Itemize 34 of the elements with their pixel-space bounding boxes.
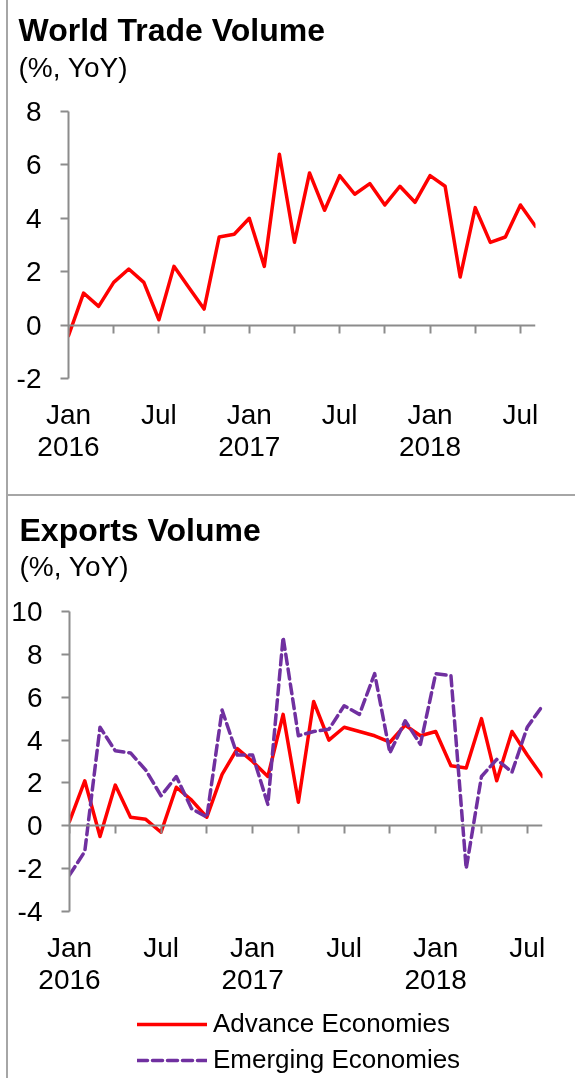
x-tick-label: Jul xyxy=(326,931,363,963)
y-tick-label: 6 xyxy=(26,681,43,713)
x-tick-label: Jul xyxy=(140,398,177,430)
x-tick-label: Jan 2016 xyxy=(37,398,100,463)
y-tick-label: 0 xyxy=(25,309,42,341)
chart-title: World Trade Volume xyxy=(18,12,325,48)
legend-label: Emerging Economies xyxy=(213,1044,461,1075)
legend-label: Advance Economies xyxy=(213,1008,451,1039)
y-tick-label: 8 xyxy=(26,638,43,670)
x-tick-label: Jan 2017 xyxy=(221,931,284,996)
chart-subtitle: (%, YoY) xyxy=(19,551,129,582)
y-tick-label: 8 xyxy=(25,96,42,127)
y-tick-label: 0 xyxy=(26,810,43,842)
y-tick-label: -4 xyxy=(17,896,43,927)
y-tick-label: 4 xyxy=(26,724,43,756)
line-series xyxy=(68,152,536,338)
x-tick-label: Jul xyxy=(321,398,358,430)
x-tick-label: Jan 2017 xyxy=(218,398,281,463)
y-tick-label: 2 xyxy=(25,256,42,288)
x-tick-label: Jul xyxy=(143,931,179,963)
line-series xyxy=(69,635,543,877)
y-tick-label: 6 xyxy=(25,149,42,181)
y-tick-label: 4 xyxy=(25,202,42,234)
x-tick-label: Jan 2018 xyxy=(404,931,467,996)
x-tick-label: Jan 2016 xyxy=(38,931,101,996)
y-tick-label: 2 xyxy=(26,767,43,799)
x-tick-label: Jul xyxy=(509,931,546,963)
y-tick-label: -2 xyxy=(16,363,42,394)
chart-subtitle: (%, YoY) xyxy=(18,52,128,83)
y-tick-label: 10 xyxy=(11,596,43,627)
y-tick-label: -2 xyxy=(17,853,43,885)
x-tick-label: Jul xyxy=(502,398,539,430)
chart-title: Exports Volume xyxy=(19,512,261,548)
x-tick-label: Jan 2018 xyxy=(398,398,462,463)
